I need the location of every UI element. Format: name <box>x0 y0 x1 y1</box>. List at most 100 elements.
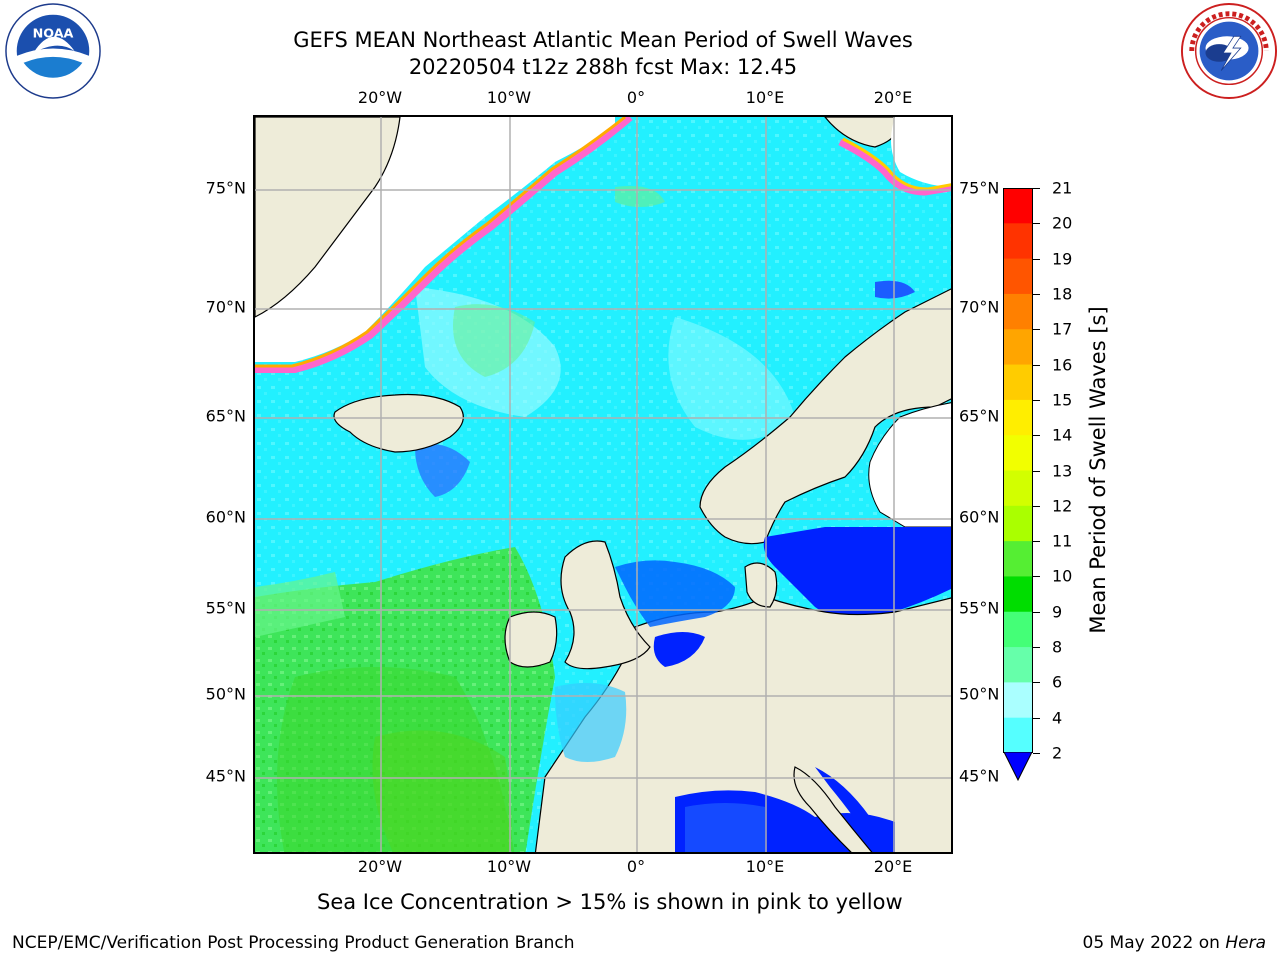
swell-4s-patch-barents <box>875 280 915 299</box>
lat-label-right-60n: 60°N <box>959 507 1000 527</box>
colorbar-band <box>1003 399 1033 436</box>
swell-9s-patch-north-2 <box>615 186 665 207</box>
colorbar-tick-mark <box>1033 293 1040 295</box>
denmark-land <box>744 562 778 608</box>
colorbar-band <box>1003 223 1033 260</box>
chart-subtitle: 20220504 t12z 288h fcst Max: 12.45 <box>408 55 798 79</box>
noaa-logo: NOAA <box>5 3 101 99</box>
colorbar-tick-label: 8 <box>1052 637 1063 657</box>
colorbar-tick-label: 2 <box>1052 743 1063 763</box>
lat-label-left-60n: 60°N <box>205 507 246 527</box>
lon-label-bottom-20w: 20°W <box>357 857 403 876</box>
colorbar-band <box>1003 188 1033 224</box>
colorbar-band <box>1003 293 1033 330</box>
lat-label-left-45n: 45°N <box>205 766 246 786</box>
baltic-sea-2s <box>763 527 951 619</box>
colorbar-tick-mark <box>1033 682 1040 684</box>
colorbar-tick-mark <box>1033 576 1040 578</box>
footer-machine: Hera <box>1225 933 1266 953</box>
lon-label-top-10w: 10°W <box>486 88 532 107</box>
colorbar-extend-triangle <box>1003 752 1033 782</box>
colorbar-tick-mark <box>1033 505 1040 507</box>
great-britain-land <box>560 540 651 670</box>
colorbar-tick-label: 9 <box>1052 602 1063 622</box>
swell-4s-patch-iceland <box>415 444 470 497</box>
colorbar-tick-label: 16 <box>1052 355 1073 375</box>
colorbar-tick-mark <box>1033 435 1040 437</box>
colorbar-band <box>1003 435 1033 471</box>
colorbar-tick-label: 18 <box>1052 284 1073 304</box>
lat-label-right-65n: 65°N <box>959 406 1000 426</box>
lat-label-left-65n: 65°N <box>205 406 246 426</box>
lat-label-right-45n: 45°N <box>959 766 1000 786</box>
channel-2s <box>653 632 705 667</box>
swell-9s-patch-north <box>453 304 535 377</box>
colorbar-tick-label: 6 <box>1052 672 1063 692</box>
colorbar-band <box>1003 364 1033 401</box>
lat-label-right-50n: 50°N <box>959 684 1000 704</box>
sea-ice-note: Sea Ice Concentration > 15% is shown in … <box>317 890 903 914</box>
italy-land <box>793 766 873 852</box>
colorbar-tick-label: 14 <box>1052 425 1073 445</box>
sea-ice-edge-svalbard <box>838 138 951 196</box>
colorbar-tick-label: 15 <box>1052 390 1073 410</box>
sea-ice-edge-greenland <box>255 117 633 373</box>
lat-label-right-55n: 55°N <box>959 598 1000 618</box>
colorbar-tick-label: 17 <box>1052 319 1073 339</box>
colorbar-title: Mean Period of Swell Waves [s] <box>1086 306 1110 634</box>
swell-9s-band <box>255 572 345 637</box>
lat-label-left-50n: 50°N <box>205 684 246 704</box>
colorbar-tick-label: 19 <box>1052 249 1073 269</box>
colorbar-band <box>1003 647 1033 683</box>
scandinavia-land <box>699 288 951 545</box>
colorbar-band <box>1003 717 1033 753</box>
colorbar-band <box>1003 611 1033 648</box>
sea-ice-edge-greenland-inner <box>255 117 626 368</box>
colorbar-band <box>1003 682 1033 719</box>
colorbar-tick-mark <box>1033 647 1040 649</box>
colorbar-tick-mark <box>1033 329 1040 331</box>
colorbar-band <box>1003 470 1033 507</box>
lat-label-left-55n: 55°N <box>205 598 246 618</box>
map-panel <box>253 115 953 854</box>
lat-label-left-70n: 70°N <box>205 297 246 317</box>
chart-title: GEFS MEAN Northeast Atlantic Mean Period… <box>293 28 913 52</box>
colorbar-band <box>1003 505 1033 542</box>
adriatic-2s <box>815 767 889 852</box>
biscay-4s <box>555 683 627 762</box>
colorbar-tick-label: 11 <box>1052 531 1073 551</box>
colorbar-band <box>1003 258 1033 295</box>
greenland-land <box>255 117 401 318</box>
lon-label-bottom-20e: 20°E <box>873 857 913 876</box>
swell-12s-core <box>372 730 512 852</box>
nws-logo <box>1180 2 1278 100</box>
swell-period-map <box>255 117 951 852</box>
colorbar-band <box>1003 541 1033 577</box>
swell-8s-patch-2 <box>668 317 795 440</box>
colorbar-tick-label: 21 <box>1052 178 1073 198</box>
graticule <box>255 117 951 852</box>
footer-date-text: 05 May 2022 on <box>1082 933 1226 953</box>
footer-branch: NCEP/EMC/Verification Post Processing Pr… <box>12 933 575 953</box>
svalbard-ice <box>891 117 951 187</box>
colorbar-tick-label: 13 <box>1052 461 1073 480</box>
colorbar-tick-label: 10 <box>1052 566 1073 586</box>
lat-label-right-70n: 70°N <box>959 297 1000 317</box>
lon-label-top-10e: 10°E <box>745 88 785 107</box>
lon-label-top-20w: 20°W <box>357 88 403 107</box>
colorbar-tick-mark <box>1033 188 1040 189</box>
colorbar-tick-mark <box>1033 753 1040 754</box>
colorbar-band <box>1003 576 1033 613</box>
colorbar-tick-mark <box>1033 611 1040 613</box>
colorbar-tick-mark <box>1033 223 1040 225</box>
footer-date: 05 May 2022 on Hera <box>1083 933 1267 953</box>
lon-label-bottom-0: 0° <box>626 857 646 876</box>
lon-label-bottom-10e: 10°E <box>745 857 785 876</box>
lon-label-bottom-10w: 10°W <box>486 857 532 876</box>
colorbar <box>1003 188 1033 753</box>
sea-ice-edge-svalbard-inner <box>842 137 951 191</box>
lon-label-top-20e: 20°E <box>873 88 913 107</box>
lon-label-top-0: 0° <box>626 88 646 107</box>
colorbar-tick-label: 20 <box>1052 213 1073 233</box>
colorbar-tick-label: 4 <box>1052 708 1063 728</box>
